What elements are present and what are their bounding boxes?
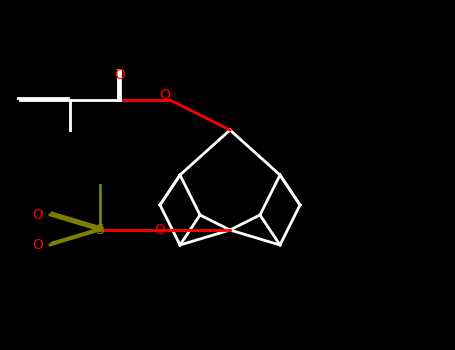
Text: O: O bbox=[115, 68, 126, 82]
Text: O: O bbox=[160, 88, 171, 102]
Text: O: O bbox=[33, 238, 43, 252]
Text: O: O bbox=[155, 223, 166, 237]
Text: O: O bbox=[33, 208, 43, 222]
Text: S: S bbox=[96, 223, 104, 237]
